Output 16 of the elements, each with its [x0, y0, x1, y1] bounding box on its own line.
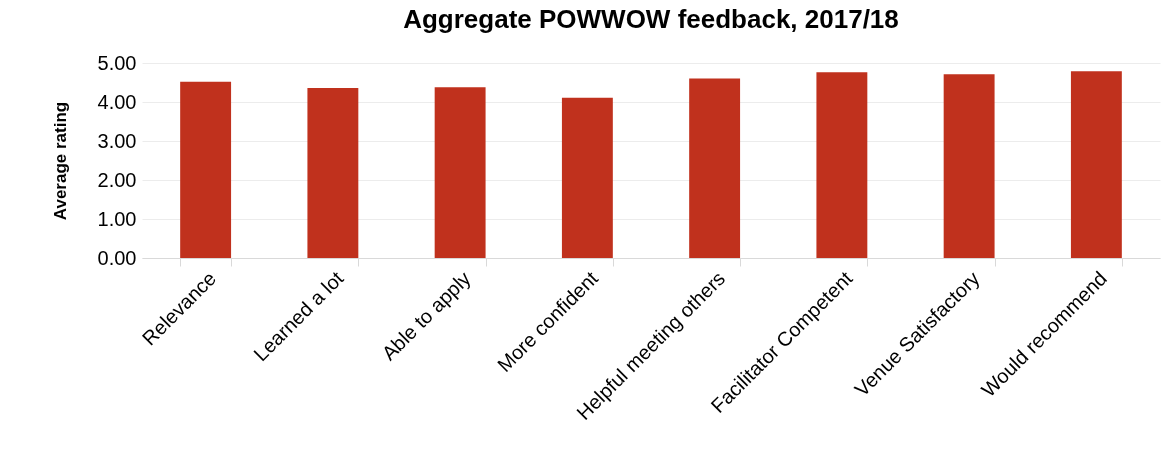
- bar: [943, 74, 995, 258]
- chart-title: Aggregate POWWOW feedback, 2017/18: [403, 4, 899, 34]
- y-tick-label: 2.00: [97, 168, 137, 191]
- y-tick-label: 4.00: [97, 90, 137, 113]
- bar: [180, 81, 232, 258]
- y-axis-title: Average rating: [50, 101, 70, 221]
- bar: [434, 87, 486, 258]
- y-tick-label: 0.00: [97, 246, 137, 269]
- bar: [561, 97, 613, 258]
- y-tick-label: 5.00: [97, 51, 137, 74]
- y-tick-label: 3.00: [97, 129, 137, 152]
- y-tick-label: 1.00: [97, 207, 137, 230]
- bar: [816, 72, 868, 258]
- bar: [307, 87, 359, 258]
- bar: [689, 78, 741, 258]
- bar: [1070, 71, 1122, 258]
